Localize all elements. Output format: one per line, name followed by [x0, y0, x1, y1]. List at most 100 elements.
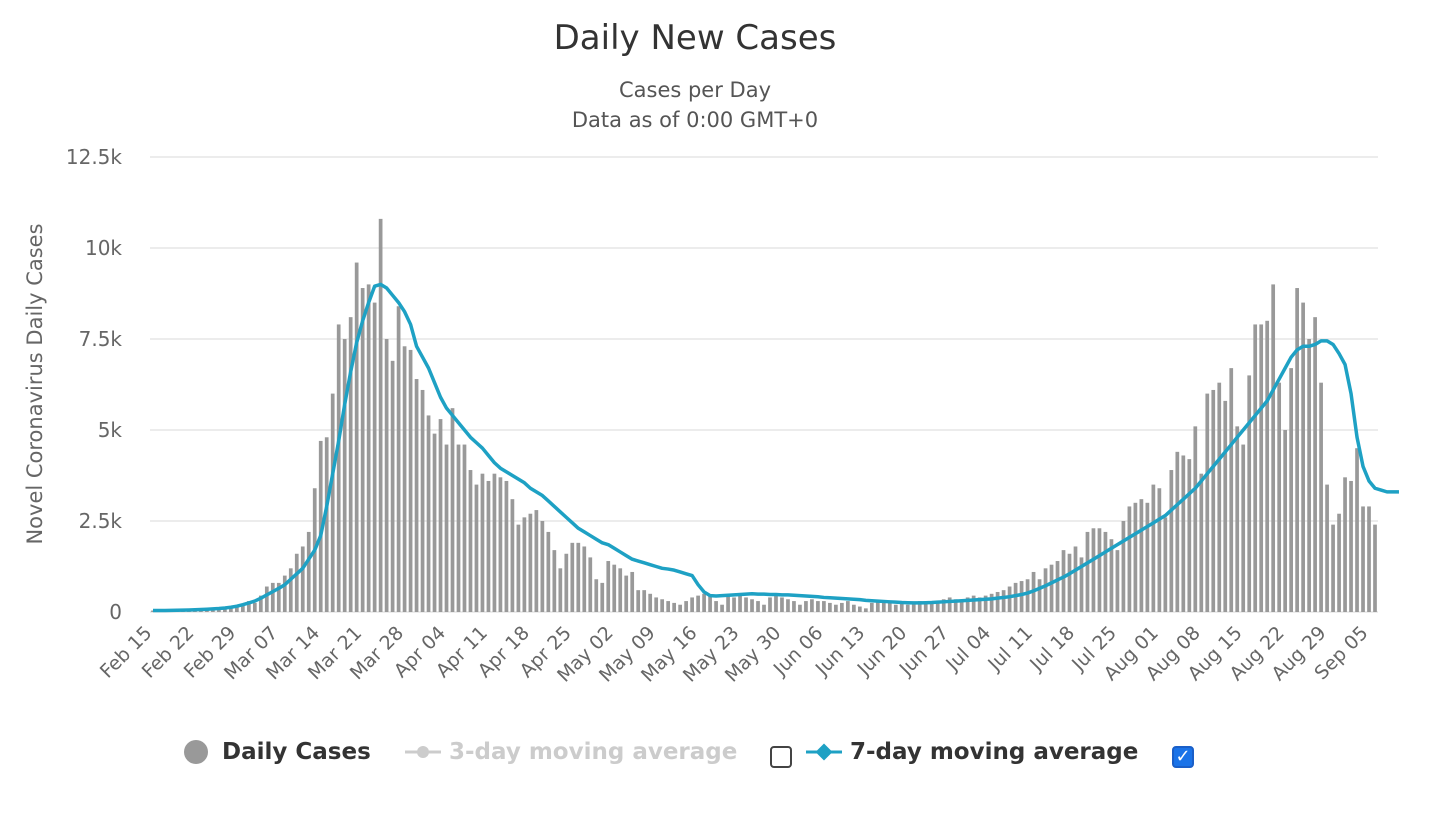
daily-case-bar[interactable]	[1067, 553, 1072, 612]
daily-case-bar[interactable]	[822, 601, 826, 612]
daily-case-bar[interactable]	[768, 597, 772, 612]
daily-case-bar[interactable]	[1115, 550, 1120, 612]
daily-cases-bars[interactable]	[151, 218, 1377, 612]
daily-case-bar[interactable]	[1091, 528, 1096, 612]
daily-case-bar[interactable]	[786, 599, 790, 612]
daily-case-bar[interactable]	[1109, 539, 1114, 612]
daily-case-bar[interactable]	[366, 284, 371, 612]
daily-case-bar[interactable]	[702, 593, 706, 612]
daily-case-bar[interactable]	[881, 602, 886, 612]
daily-case-bar[interactable]	[1319, 382, 1323, 612]
daily-case-bar[interactable]	[774, 595, 778, 612]
daily-case-bar[interactable]	[330, 393, 335, 612]
daily-case-bar[interactable]	[971, 595, 976, 612]
daily-case-bar[interactable]	[624, 575, 629, 612]
daily-case-bar[interactable]	[1295, 288, 1299, 612]
daily-case-bar[interactable]	[887, 602, 892, 612]
daily-case-bar[interactable]	[402, 346, 407, 612]
daily-case-bar[interactable]	[558, 568, 563, 612]
daily-case-bar[interactable]	[1259, 324, 1264, 612]
daily-case-bar[interactable]	[1049, 564, 1054, 612]
daily-case-bar[interactable]	[223, 607, 227, 612]
daily-case-bar[interactable]	[372, 302, 377, 612]
daily-case-bar[interactable]	[1181, 455, 1186, 612]
daily-case-bar[interactable]	[840, 602, 844, 612]
daily-case-bar[interactable]	[798, 604, 802, 612]
legend-item-7day[interactable]: 7-day moving average	[806, 732, 1138, 772]
daily-case-bar[interactable]	[1193, 426, 1198, 612]
daily-case-bar[interactable]	[324, 437, 329, 612]
ma7-checkbox[interactable]: ✓	[1172, 746, 1194, 768]
daily-case-bar[interactable]	[953, 599, 958, 612]
daily-case-bar[interactable]	[588, 557, 593, 612]
daily-case-bar[interactable]	[1055, 561, 1060, 612]
daily-case-bar[interactable]	[504, 480, 509, 612]
daily-case-bar[interactable]	[1271, 284, 1276, 612]
daily-case-bar[interactable]	[1241, 444, 1246, 612]
daily-case-bar[interactable]	[318, 440, 323, 612]
daily-case-bar[interactable]	[1349, 480, 1353, 612]
daily-case-bar[interactable]	[534, 510, 539, 612]
daily-case-bar[interactable]	[666, 601, 671, 612]
daily-case-bar[interactable]	[756, 601, 760, 612]
daily-case-bar[interactable]	[1175, 451, 1180, 612]
daily-case-bar[interactable]	[264, 586, 269, 612]
daily-case-bar[interactable]	[235, 606, 239, 612]
daily-case-bar[interactable]	[1283, 430, 1288, 612]
daily-case-bar[interactable]	[965, 597, 970, 612]
daily-case-bar[interactable]	[444, 444, 449, 612]
daily-case-bar[interactable]	[863, 608, 868, 612]
daily-case-bar[interactable]	[1187, 459, 1192, 612]
daily-case-bar[interactable]	[1355, 448, 1359, 612]
daily-case-bar[interactable]	[935, 601, 940, 612]
daily-case-bar[interactable]	[660, 599, 665, 612]
daily-case-bar[interactable]	[828, 602, 832, 612]
daily-case-bar[interactable]	[1079, 557, 1084, 612]
daily-case-bar[interactable]	[1001, 590, 1006, 612]
daily-case-bar[interactable]	[1085, 531, 1090, 612]
daily-case-bar[interactable]	[1337, 513, 1341, 612]
daily-case-bar[interactable]	[258, 595, 263, 612]
daily-case-bar[interactable]	[905, 604, 910, 612]
daily-case-bar[interactable]	[959, 601, 964, 612]
daily-case-bar[interactable]	[282, 575, 287, 612]
daily-case-bar[interactable]	[875, 601, 880, 612]
daily-case-bar[interactable]	[630, 571, 635, 612]
daily-case-bar[interactable]	[1313, 317, 1317, 612]
daily-case-bar[interactable]	[522, 517, 527, 612]
daily-case-bar[interactable]	[612, 564, 617, 612]
ma3-checkbox[interactable]	[770, 746, 792, 768]
daily-case-bar[interactable]	[438, 419, 443, 612]
daily-case-bar[interactable]	[1277, 382, 1282, 612]
daily-case-bar[interactable]	[846, 601, 850, 612]
daily-case-bar[interactable]	[1199, 473, 1204, 612]
daily-case-bar[interactable]	[1367, 506, 1371, 612]
daily-case-bar[interactable]	[576, 542, 581, 612]
daily-case-bar[interactable]	[1301, 302, 1305, 612]
daily-case-bar[interactable]	[510, 499, 515, 612]
daily-case-bar[interactable]	[1247, 375, 1252, 612]
daily-case-bar[interactable]	[564, 553, 569, 612]
daily-case-bar[interactable]	[1253, 324, 1258, 612]
daily-case-bar[interactable]	[408, 349, 413, 612]
daily-case-bar[interactable]	[941, 599, 946, 612]
daily-case-bar[interactable]	[300, 546, 305, 612]
daily-case-bar[interactable]	[348, 317, 353, 612]
daily-case-bar[interactable]	[810, 599, 814, 612]
daily-case-bar[interactable]	[1025, 579, 1030, 612]
daily-case-bar[interactable]	[1331, 524, 1335, 612]
daily-case-bar[interactable]	[342, 339, 347, 612]
daily-case-bar[interactable]	[851, 604, 856, 612]
daily-case-bar[interactable]	[570, 542, 575, 612]
daily-case-bar[interactable]	[696, 595, 700, 612]
daily-case-bar[interactable]	[246, 601, 251, 612]
daily-case-bar[interactable]	[1361, 506, 1365, 612]
daily-case-bar[interactable]	[1235, 426, 1240, 612]
daily-case-bar[interactable]	[636, 590, 641, 612]
daily-case-bar[interactable]	[834, 604, 838, 612]
ma7-line-group[interactable]	[153, 282, 1399, 613]
daily-case-bar[interactable]	[738, 593, 742, 612]
daily-case-bar[interactable]	[1103, 531, 1108, 612]
daily-case-bar[interactable]	[1073, 546, 1078, 612]
daily-case-bar[interactable]	[977, 597, 982, 612]
